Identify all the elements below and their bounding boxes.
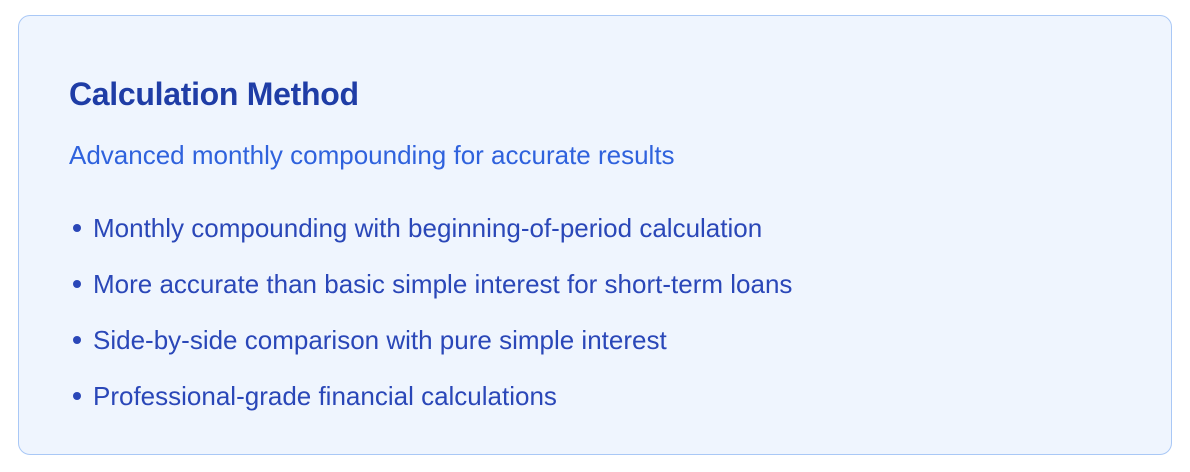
list-item: Monthly compounding with beginning-of-pe… (69, 200, 792, 256)
card-title: Calculation Method (69, 76, 359, 112)
list-item: Professional-grade financial calculation… (69, 368, 792, 424)
card-subtitle: Advanced monthly compounding for accurat… (69, 140, 675, 170)
list-item-text: Professional-grade financial calculation… (93, 381, 557, 411)
list-item: Side-by-side comparison with pure simple… (69, 312, 792, 368)
list-item: More accurate than basic simple interest… (69, 256, 792, 312)
bullet-dot-icon (73, 280, 81, 288)
calculation-method-card: Calculation Method Advanced monthly comp… (18, 15, 1172, 455)
bullet-dot-icon (73, 392, 81, 400)
bullet-dot-icon (73, 336, 81, 344)
bullet-dot-icon (73, 224, 81, 232)
feature-list: Monthly compounding with beginning-of-pe… (69, 200, 792, 424)
list-item-text: Side-by-side comparison with pure simple… (93, 325, 667, 355)
list-item-text: Monthly compounding with beginning-of-pe… (93, 213, 763, 243)
list-item-text: More accurate than basic simple interest… (93, 269, 793, 299)
